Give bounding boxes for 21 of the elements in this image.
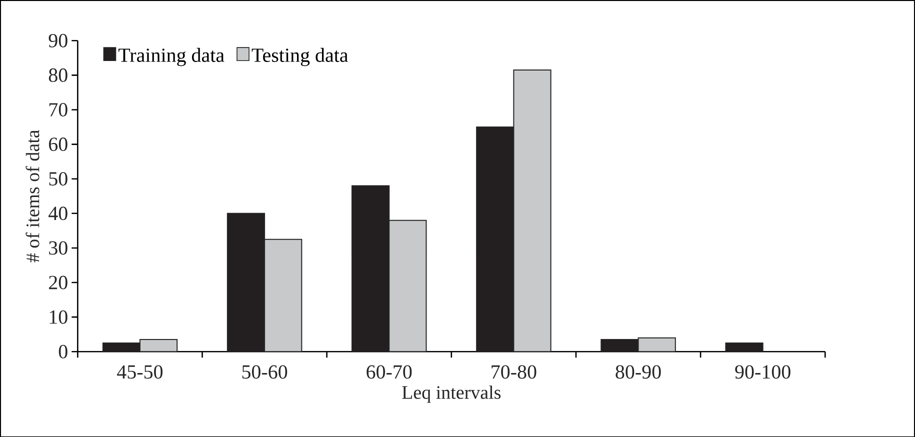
y-tick-label: 90: [48, 34, 68, 48]
y-tick-label: 80: [48, 68, 68, 82]
legend-label: Testing data: [252, 48, 348, 66]
x-tick-label: 50-60: [242, 365, 288, 378]
x-tick-label: 45-50: [117, 365, 163, 378]
legend-label: Training data: [118, 48, 224, 66]
y-tick-label: 10: [50, 310, 68, 324]
y-tick-label: 70: [49, 102, 68, 116]
x-axis-title: Leq intervals: [402, 385, 501, 403]
x-tick-label: 90-100: [735, 365, 790, 378]
y-tick-label: 60: [49, 137, 68, 151]
bar: [725, 342, 764, 352]
y-tick-label: 40: [48, 206, 68, 220]
x-tick-label: 60-70: [366, 365, 412, 378]
y-tick-label: 20: [49, 276, 68, 290]
y-tick-label: 30: [49, 241, 68, 254]
x-tick-label: 70-80: [492, 365, 536, 378]
y-tick-label: 50: [49, 172, 68, 186]
x-tick-label: 80-90: [616, 365, 661, 378]
y-axis-title: # of items of data: [26, 130, 40, 262]
y-tick-label: 0: [58, 344, 68, 358]
